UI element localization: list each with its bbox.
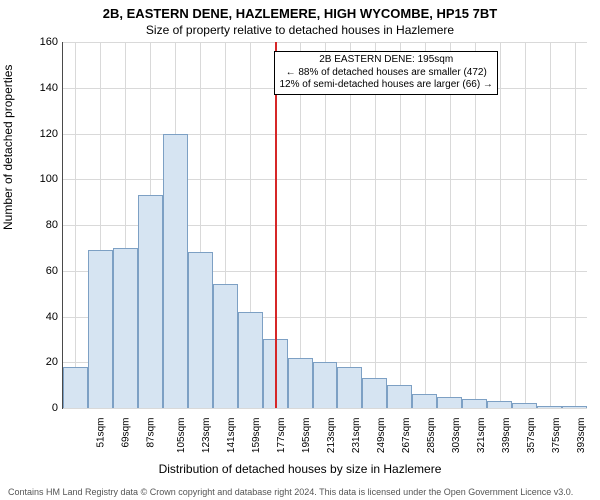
x-tick-label: 69sqm — [121, 418, 132, 448]
x-tick-label: 393sqm — [576, 418, 587, 454]
x-axis-label: Distribution of detached houses by size … — [0, 462, 600, 476]
histogram-bar — [88, 250, 113, 408]
histogram-bar — [213, 284, 238, 408]
x-tick-label: 177sqm — [276, 418, 287, 454]
x-tick-label: 195sqm — [301, 418, 312, 454]
x-tick-label: 303sqm — [451, 418, 462, 454]
histogram-bar — [163, 134, 188, 409]
histogram-bar — [562, 406, 587, 408]
x-tick-label: 249sqm — [376, 418, 387, 454]
histogram-bar — [487, 401, 512, 408]
x-tick-label: 231sqm — [351, 418, 362, 454]
x-tick-label: 267sqm — [401, 418, 412, 454]
gridline-vertical — [525, 42, 526, 408]
y-tick-label: 0 — [28, 402, 58, 414]
x-tick-label: 105sqm — [176, 418, 187, 454]
y-tick-label: 40 — [28, 311, 58, 323]
x-tick-label: 285sqm — [426, 418, 437, 454]
histogram-bar — [288, 358, 313, 408]
gridline-vertical — [75, 42, 76, 408]
gridline-vertical — [425, 42, 426, 408]
chart-subtitle: Size of property relative to detached ho… — [0, 23, 600, 37]
histogram-bar — [362, 378, 387, 408]
chart-title: 2B, EASTERN DENE, HAZLEMERE, HIGH WYCOMB… — [0, 6, 600, 21]
gridline-vertical — [500, 42, 501, 408]
gridline-vertical — [550, 42, 551, 408]
histogram-bar — [462, 399, 487, 408]
histogram-bar — [412, 394, 437, 408]
x-tick-label: 357sqm — [526, 418, 537, 454]
gridline-horizontal — [63, 408, 587, 409]
plot-area: 2B EASTERN DENE: 195sqm← 88% of detached… — [62, 42, 587, 409]
gridline-vertical — [375, 42, 376, 408]
x-tick-label: 87sqm — [146, 418, 157, 448]
annotation-line: 12% of semi-detached houses are larger (… — [279, 79, 492, 92]
reference-line — [275, 42, 277, 408]
y-tick-label: 140 — [28, 82, 58, 94]
chart-container: 2B, EASTERN DENE, HAZLEMERE, HIGH WYCOMB… — [0, 0, 600, 500]
histogram-bar — [138, 195, 163, 408]
footer-attribution: Contains HM Land Registry data © Crown c… — [8, 487, 573, 497]
gridline-vertical — [300, 42, 301, 408]
y-axis-label: Number of detached properties — [1, 65, 15, 230]
y-tick-label: 160 — [28, 36, 58, 48]
gridline-vertical — [350, 42, 351, 408]
annotation-line: ← 88% of detached houses are smaller (47… — [279, 67, 492, 80]
histogram-bar — [437, 397, 462, 408]
histogram-bar — [512, 403, 537, 408]
x-tick-label: 159sqm — [251, 418, 262, 454]
annotation-line: 2B EASTERN DENE: 195sqm — [279, 54, 492, 67]
y-tick-label: 60 — [28, 265, 58, 277]
x-tick-label: 51sqm — [96, 418, 107, 448]
histogram-bar — [113, 248, 138, 408]
histogram-bar — [238, 312, 263, 408]
gridline-vertical — [400, 42, 401, 408]
y-tick-label: 100 — [28, 173, 58, 185]
gridline-vertical — [325, 42, 326, 408]
annotation-box: 2B EASTERN DENE: 195sqm← 88% of detached… — [274, 51, 497, 95]
histogram-bar — [63, 367, 88, 408]
x-tick-label: 141sqm — [226, 418, 237, 454]
histogram-bar — [188, 252, 213, 408]
gridline-vertical — [450, 42, 451, 408]
x-tick-label: 321sqm — [476, 418, 487, 454]
histogram-bar — [387, 385, 412, 408]
y-tick-label: 120 — [28, 128, 58, 140]
gridline-vertical — [475, 42, 476, 408]
x-tick-label: 339sqm — [501, 418, 512, 454]
histogram-bar — [537, 406, 562, 408]
gridline-vertical — [575, 42, 576, 408]
histogram-bar — [313, 362, 338, 408]
x-tick-label: 375sqm — [551, 418, 562, 454]
y-tick-label: 20 — [28, 356, 58, 368]
x-tick-label: 213sqm — [326, 418, 337, 454]
x-tick-label: 123sqm — [201, 418, 212, 454]
y-tick-label: 80 — [28, 219, 58, 231]
histogram-bar — [337, 367, 362, 408]
